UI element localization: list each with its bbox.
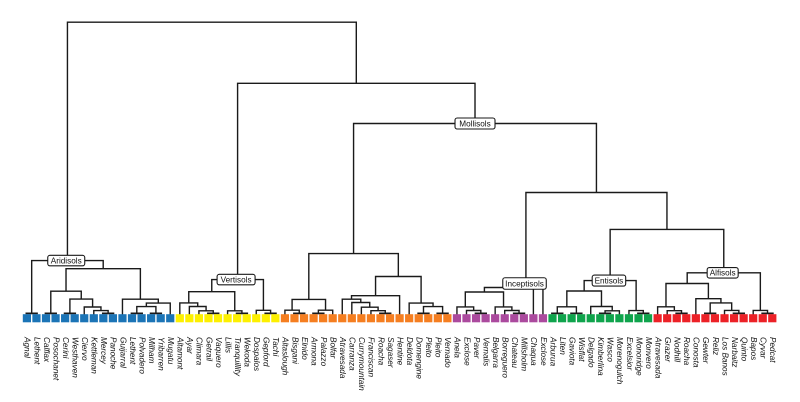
svg-text:Bapos: Bapos [749,337,758,360]
svg-text:Monoridge: Monoridge [634,337,643,376]
svg-text:Gepford: Gepford [262,337,271,367]
svg-text:Delgado: Delgado [587,337,596,368]
svg-text:Elnido: Elnido [300,337,309,360]
svg-text:Wasco: Wasco [606,337,615,362]
svg-text:Vaquero: Vaquero [214,337,223,368]
svg-text:Tachi: Tachi [271,337,280,356]
svg-text:Altaslough: Altaslough [281,336,290,376]
svg-text:Cyvar: Cyvar [759,337,768,359]
svg-text:Aridisols: Aridisols [51,257,82,266]
svg-text:Panoche: Panoche [109,337,118,370]
svg-text:Tranquillity: Tranquillity [233,337,242,377]
svg-text:Climara: Climara [195,337,204,366]
svg-text:Reliz: Reliz [711,337,720,355]
svg-text:Sagaser: Sagaser [386,337,395,368]
svg-text:Armona: Armona [309,336,318,366]
svg-text:Monvero: Monvero [644,337,653,369]
svg-text:Lethent: Lethent [32,337,41,365]
svg-text:Westhaven: Westhaven [70,337,79,378]
svg-text:Roacha: Roacha [376,337,385,366]
svg-text:Wisflat: Wisflat [577,337,586,362]
svg-text:Borreguero: Borreguero [501,337,510,378]
svg-text:Pleito: Pleito [434,337,443,358]
svg-text:Chateau: Chateau [510,337,519,368]
svg-text:Anela: Anela [453,336,462,358]
svg-text:Arburua: Arburua [548,336,557,367]
svg-text:Cerini: Cerini [61,337,70,359]
svg-text:Paver: Paver [472,337,481,359]
svg-text:Calflax: Calflax [42,337,51,363]
svg-text:Millsholm: Millsholm [520,337,529,371]
svg-text:Bolfar: Bolfar [329,337,338,359]
svg-text:Ayar: Ayar [185,336,194,354]
svg-text:Liten: Liten [558,337,567,355]
svg-text:Entisols: Entisols [595,277,624,286]
svg-text:Mugatu: Mugatu [166,337,175,365]
svg-text:Exclose: Exclose [539,337,548,366]
svg-text:Hentine: Hentine [395,337,404,366]
svg-text:Chaqua: Chaqua [529,337,538,366]
svg-text:Belgarra: Belgarra [491,337,500,368]
svg-text:Mollisols: Mollisols [459,119,490,128]
svg-text:Grazer: Grazer [663,337,672,362]
svg-text:Getrail: Getrail [204,337,213,361]
svg-text:Exclose: Exclose [462,337,471,366]
svg-text:Bisgani: Bisgani [290,337,299,364]
svg-text:Mercey: Mercey [99,337,108,365]
svg-text:Lethent: Lethent [128,337,137,365]
svg-text:Morenogulch: Morenogulch [615,337,624,385]
svg-text:Vernalis: Vernalis [481,337,490,366]
svg-text:Atravesada: Atravesada [338,336,347,379]
svg-text:Quinto: Quinto [739,337,748,362]
svg-text:Posochanet: Posochanet [51,337,60,381]
svg-text:Lillis: Lillis [223,337,232,353]
svg-text:Palazzo: Palazzo [319,337,328,367]
svg-text:Narbaitz: Narbaitz [730,337,739,368]
svg-text:Kimberlina: Kimberlina [596,337,605,376]
svg-text:Altamont: Altamont [176,336,185,370]
svg-text:Kettleman: Kettleman [90,337,99,374]
svg-text:Pleito: Pleito [424,337,433,358]
svg-text:Nodhill: Nodhill [673,337,682,362]
svg-text:Gaviota: Gaviota [567,337,576,366]
svg-text:Wekoda: Wekoda [243,337,252,367]
svg-text:Guijarral: Guijarral [118,337,127,368]
svg-text:Pedcat: Pedcat [768,337,777,363]
svg-text:Domengine: Domengine [415,337,424,379]
svg-text:Inceptisols: Inceptisols [505,279,544,288]
svg-text:Agnal: Agnal [23,336,32,358]
svg-text:Conosta: Conosta [692,337,701,368]
svg-text:Atravesada: Atravesada [653,336,662,379]
svg-text:Carranza: Carranza [348,337,357,371]
svg-text:Franciscan: Franciscan [367,337,376,377]
svg-text:Gewter: Gewter [701,337,710,364]
svg-text:Dospalos: Dospalos [252,337,261,371]
svg-text:Deldota: Deldota [405,337,414,366]
svg-text:Alfisols: Alfisols [710,269,736,278]
svg-text:Currymountain: Currymountain [357,337,366,391]
svg-text:Vertisols: Vertisols [221,276,252,285]
svg-text:Los Banos: Los Banos [720,337,729,376]
svg-text:Excelsior: Excelsior [625,337,634,370]
svg-text:Polvadero: Polvadero [137,337,146,374]
svg-text:Roacha: Roacha [682,337,691,366]
svg-text:Vernado: Vernado [443,337,452,368]
svg-text:Ciervo: Ciervo [80,337,89,361]
svg-text:Yribarren: Yribarren [156,337,165,371]
svg-text:Milham: Milham [147,337,156,364]
